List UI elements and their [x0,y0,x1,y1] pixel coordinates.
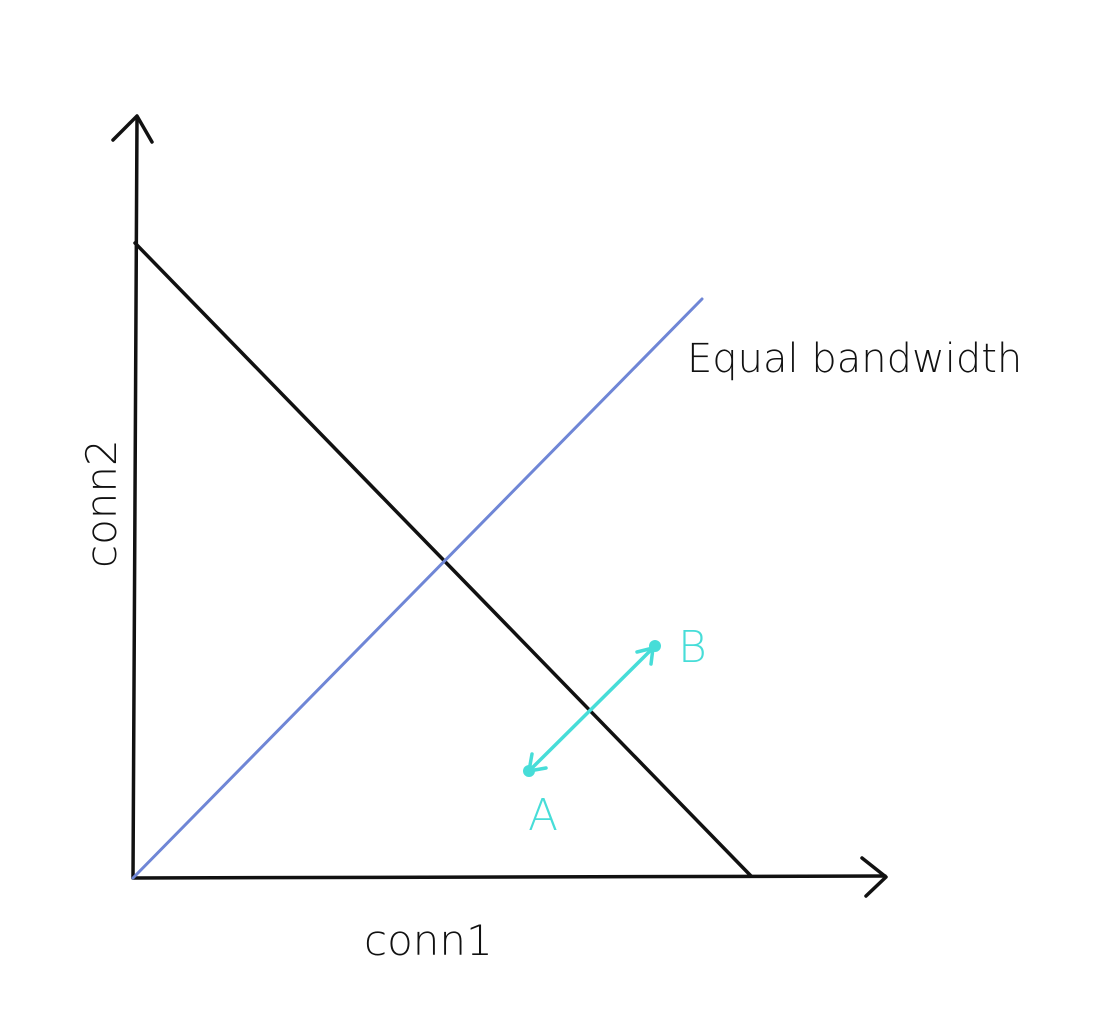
trajectory-line [528,646,655,772]
x-axis [131,874,887,880]
y-axis-label: conn2 [77,439,126,568]
capacity-line [133,241,753,878]
point-a-marker [523,765,535,777]
x-axis-arrowhead [860,856,888,898]
x-axis-label: conn1 [364,916,493,965]
y-axis-arrowhead [111,114,154,144]
point-b-label: B [678,622,707,673]
equal-bandwidth-line [131,297,704,880]
equal-bandwidth-label: Equal bandwidth [687,336,1022,382]
point-a-label: A [528,790,558,841]
point-b-marker [649,640,661,652]
y-axis [131,116,139,880]
